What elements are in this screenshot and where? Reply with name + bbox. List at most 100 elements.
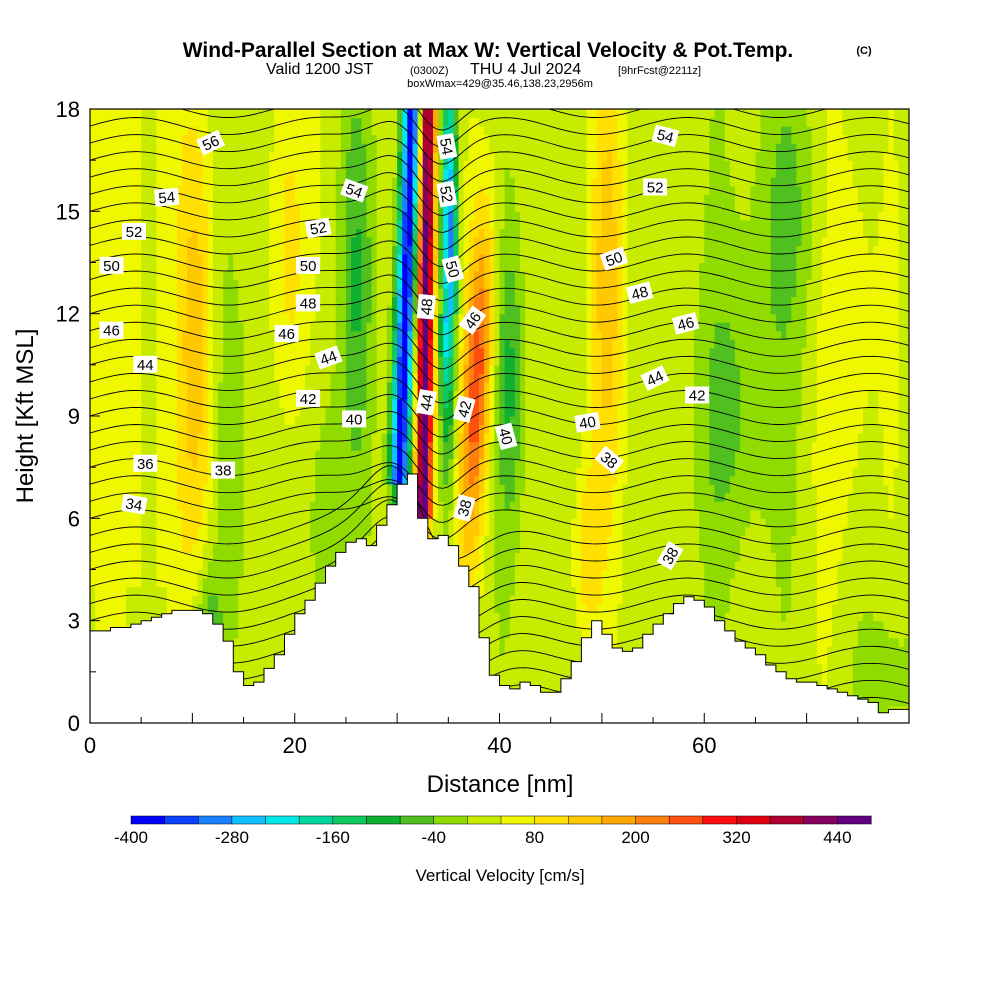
field-cell — [299, 339, 306, 349]
field-cell — [310, 535, 316, 545]
field-cell — [217, 228, 224, 238]
field-cell — [192, 143, 199, 153]
field-cell — [253, 509, 260, 519]
field-cell — [228, 373, 234, 383]
field-cell — [95, 578, 101, 588]
field-cell — [284, 126, 291, 136]
field-cell — [422, 126, 429, 136]
field-cell — [340, 526, 347, 536]
field-cell — [412, 398, 419, 409]
field-cell — [356, 219, 362, 229]
field-cell — [100, 160, 106, 170]
field-cell — [217, 560, 224, 571]
field-cell — [381, 509, 388, 519]
field-cell — [294, 347, 301, 357]
field-cell — [233, 117, 240, 127]
field-cell — [141, 416, 147, 426]
field-cell — [397, 458, 403, 468]
field-cell — [171, 484, 178, 494]
field-cell — [376, 441, 383, 451]
field-cell — [371, 364, 378, 374]
field-cell — [166, 458, 173, 468]
field-cell — [366, 202, 373, 212]
field-cell — [356, 526, 362, 536]
field-cell — [274, 620, 280, 630]
field-cell — [340, 492, 347, 502]
field-cell — [294, 501, 301, 511]
field-cell — [335, 296, 342, 306]
field-cell — [310, 569, 316, 579]
field-cell — [335, 484, 342, 494]
field-cell — [269, 603, 275, 613]
field-cell — [171, 569, 178, 579]
field-cell — [151, 612, 158, 622]
field-cell — [146, 595, 153, 605]
field-cell — [351, 347, 357, 357]
field-cell — [130, 560, 137, 571]
field-cell — [130, 424, 137, 434]
field-cell — [156, 407, 163, 417]
field-cell — [253, 543, 260, 554]
field-cell — [192, 433, 199, 443]
field-cell — [345, 381, 352, 392]
field-cell — [105, 492, 112, 502]
field-cell — [115, 492, 122, 502]
field-cell — [386, 390, 393, 400]
field-cell — [238, 603, 245, 613]
field-cell — [177, 126, 183, 136]
field-cell — [371, 313, 378, 323]
field-cell — [304, 441, 311, 451]
field-cell — [289, 441, 296, 451]
field-cell — [335, 236, 342, 247]
field-cell — [386, 364, 393, 374]
field-cell — [284, 177, 291, 187]
field-cell — [320, 330, 327, 340]
field-cell — [310, 347, 316, 357]
field-cell — [192, 177, 199, 187]
field-cell — [233, 262, 240, 272]
field-cell — [110, 381, 117, 392]
field-cell — [392, 109, 398, 119]
field-cell — [125, 458, 132, 468]
field-cell — [130, 271, 137, 281]
field-cell — [166, 390, 173, 400]
field-cell — [279, 364, 286, 374]
field-cell — [294, 560, 301, 571]
field-cell — [202, 177, 209, 187]
field-cell — [248, 390, 255, 400]
field-cell — [248, 177, 255, 187]
field-cell — [427, 211, 434, 221]
field-cell — [402, 194, 408, 204]
field-cell — [223, 143, 229, 153]
field-cell — [90, 356, 96, 366]
field-cell — [427, 160, 434, 170]
field-cell — [105, 126, 112, 136]
field-cell — [279, 347, 286, 357]
field-cell — [130, 526, 137, 536]
field-cell — [120, 271, 127, 281]
field-cell — [243, 629, 250, 639]
field-cell — [279, 271, 286, 281]
field-cell — [289, 467, 296, 477]
field-cell — [125, 151, 132, 161]
field-cell — [304, 424, 311, 434]
field-cell — [120, 509, 127, 519]
field-cell — [228, 322, 234, 332]
field-cell — [207, 467, 214, 477]
field-cell — [105, 560, 112, 571]
field-cell — [299, 578, 306, 588]
field-cell — [279, 305, 286, 315]
field-cell — [161, 236, 168, 247]
field-cell — [187, 262, 193, 272]
field-cell — [115, 475, 122, 485]
field-cell — [264, 236, 270, 247]
field-cell — [248, 288, 255, 298]
field-cell — [166, 578, 173, 588]
field-cell — [386, 339, 393, 349]
field-cell — [264, 458, 270, 468]
field-cell — [217, 501, 224, 511]
field-cell — [258, 194, 265, 204]
field-cell — [141, 245, 147, 255]
field-cell — [233, 654, 240, 664]
field-cell — [264, 492, 270, 502]
